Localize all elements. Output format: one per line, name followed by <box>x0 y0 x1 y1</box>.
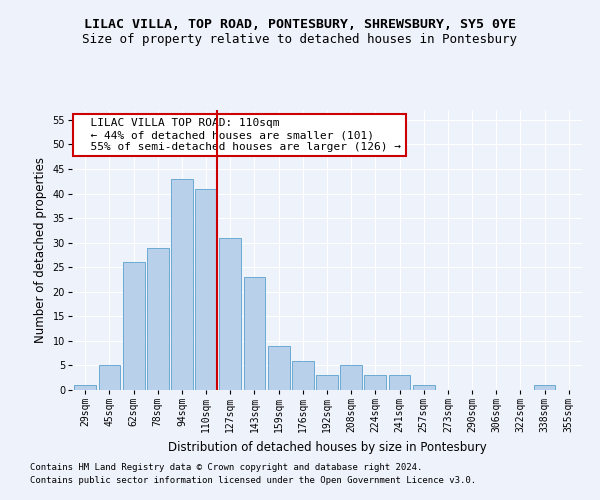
Bar <box>195 188 217 390</box>
Bar <box>389 376 410 390</box>
Text: Size of property relative to detached houses in Pontesbury: Size of property relative to detached ho… <box>83 32 517 46</box>
Bar <box>74 385 96 390</box>
Text: LILAC VILLA, TOP ROAD, PONTESBURY, SHREWSBURY, SY5 0YE: LILAC VILLA, TOP ROAD, PONTESBURY, SHREW… <box>84 18 516 30</box>
Bar <box>123 262 145 390</box>
Bar <box>268 346 290 390</box>
X-axis label: Distribution of detached houses by size in Pontesbury: Distribution of detached houses by size … <box>167 440 487 454</box>
Y-axis label: Number of detached properties: Number of detached properties <box>34 157 47 343</box>
Bar <box>98 366 121 390</box>
Bar <box>147 248 169 390</box>
Bar <box>292 360 314 390</box>
Bar <box>413 385 434 390</box>
Bar <box>340 366 362 390</box>
Bar <box>171 179 193 390</box>
Text: Contains HM Land Registry data © Crown copyright and database right 2024.: Contains HM Land Registry data © Crown c… <box>30 464 422 472</box>
Bar <box>316 376 338 390</box>
Text: LILAC VILLA TOP ROAD: 110sqm
  ← 44% of detached houses are smaller (101)
  55% : LILAC VILLA TOP ROAD: 110sqm ← 44% of de… <box>77 118 401 152</box>
Bar <box>244 277 265 390</box>
Bar <box>364 376 386 390</box>
Text: Contains public sector information licensed under the Open Government Licence v3: Contains public sector information licen… <box>30 476 476 485</box>
Bar <box>220 238 241 390</box>
Bar <box>533 385 556 390</box>
